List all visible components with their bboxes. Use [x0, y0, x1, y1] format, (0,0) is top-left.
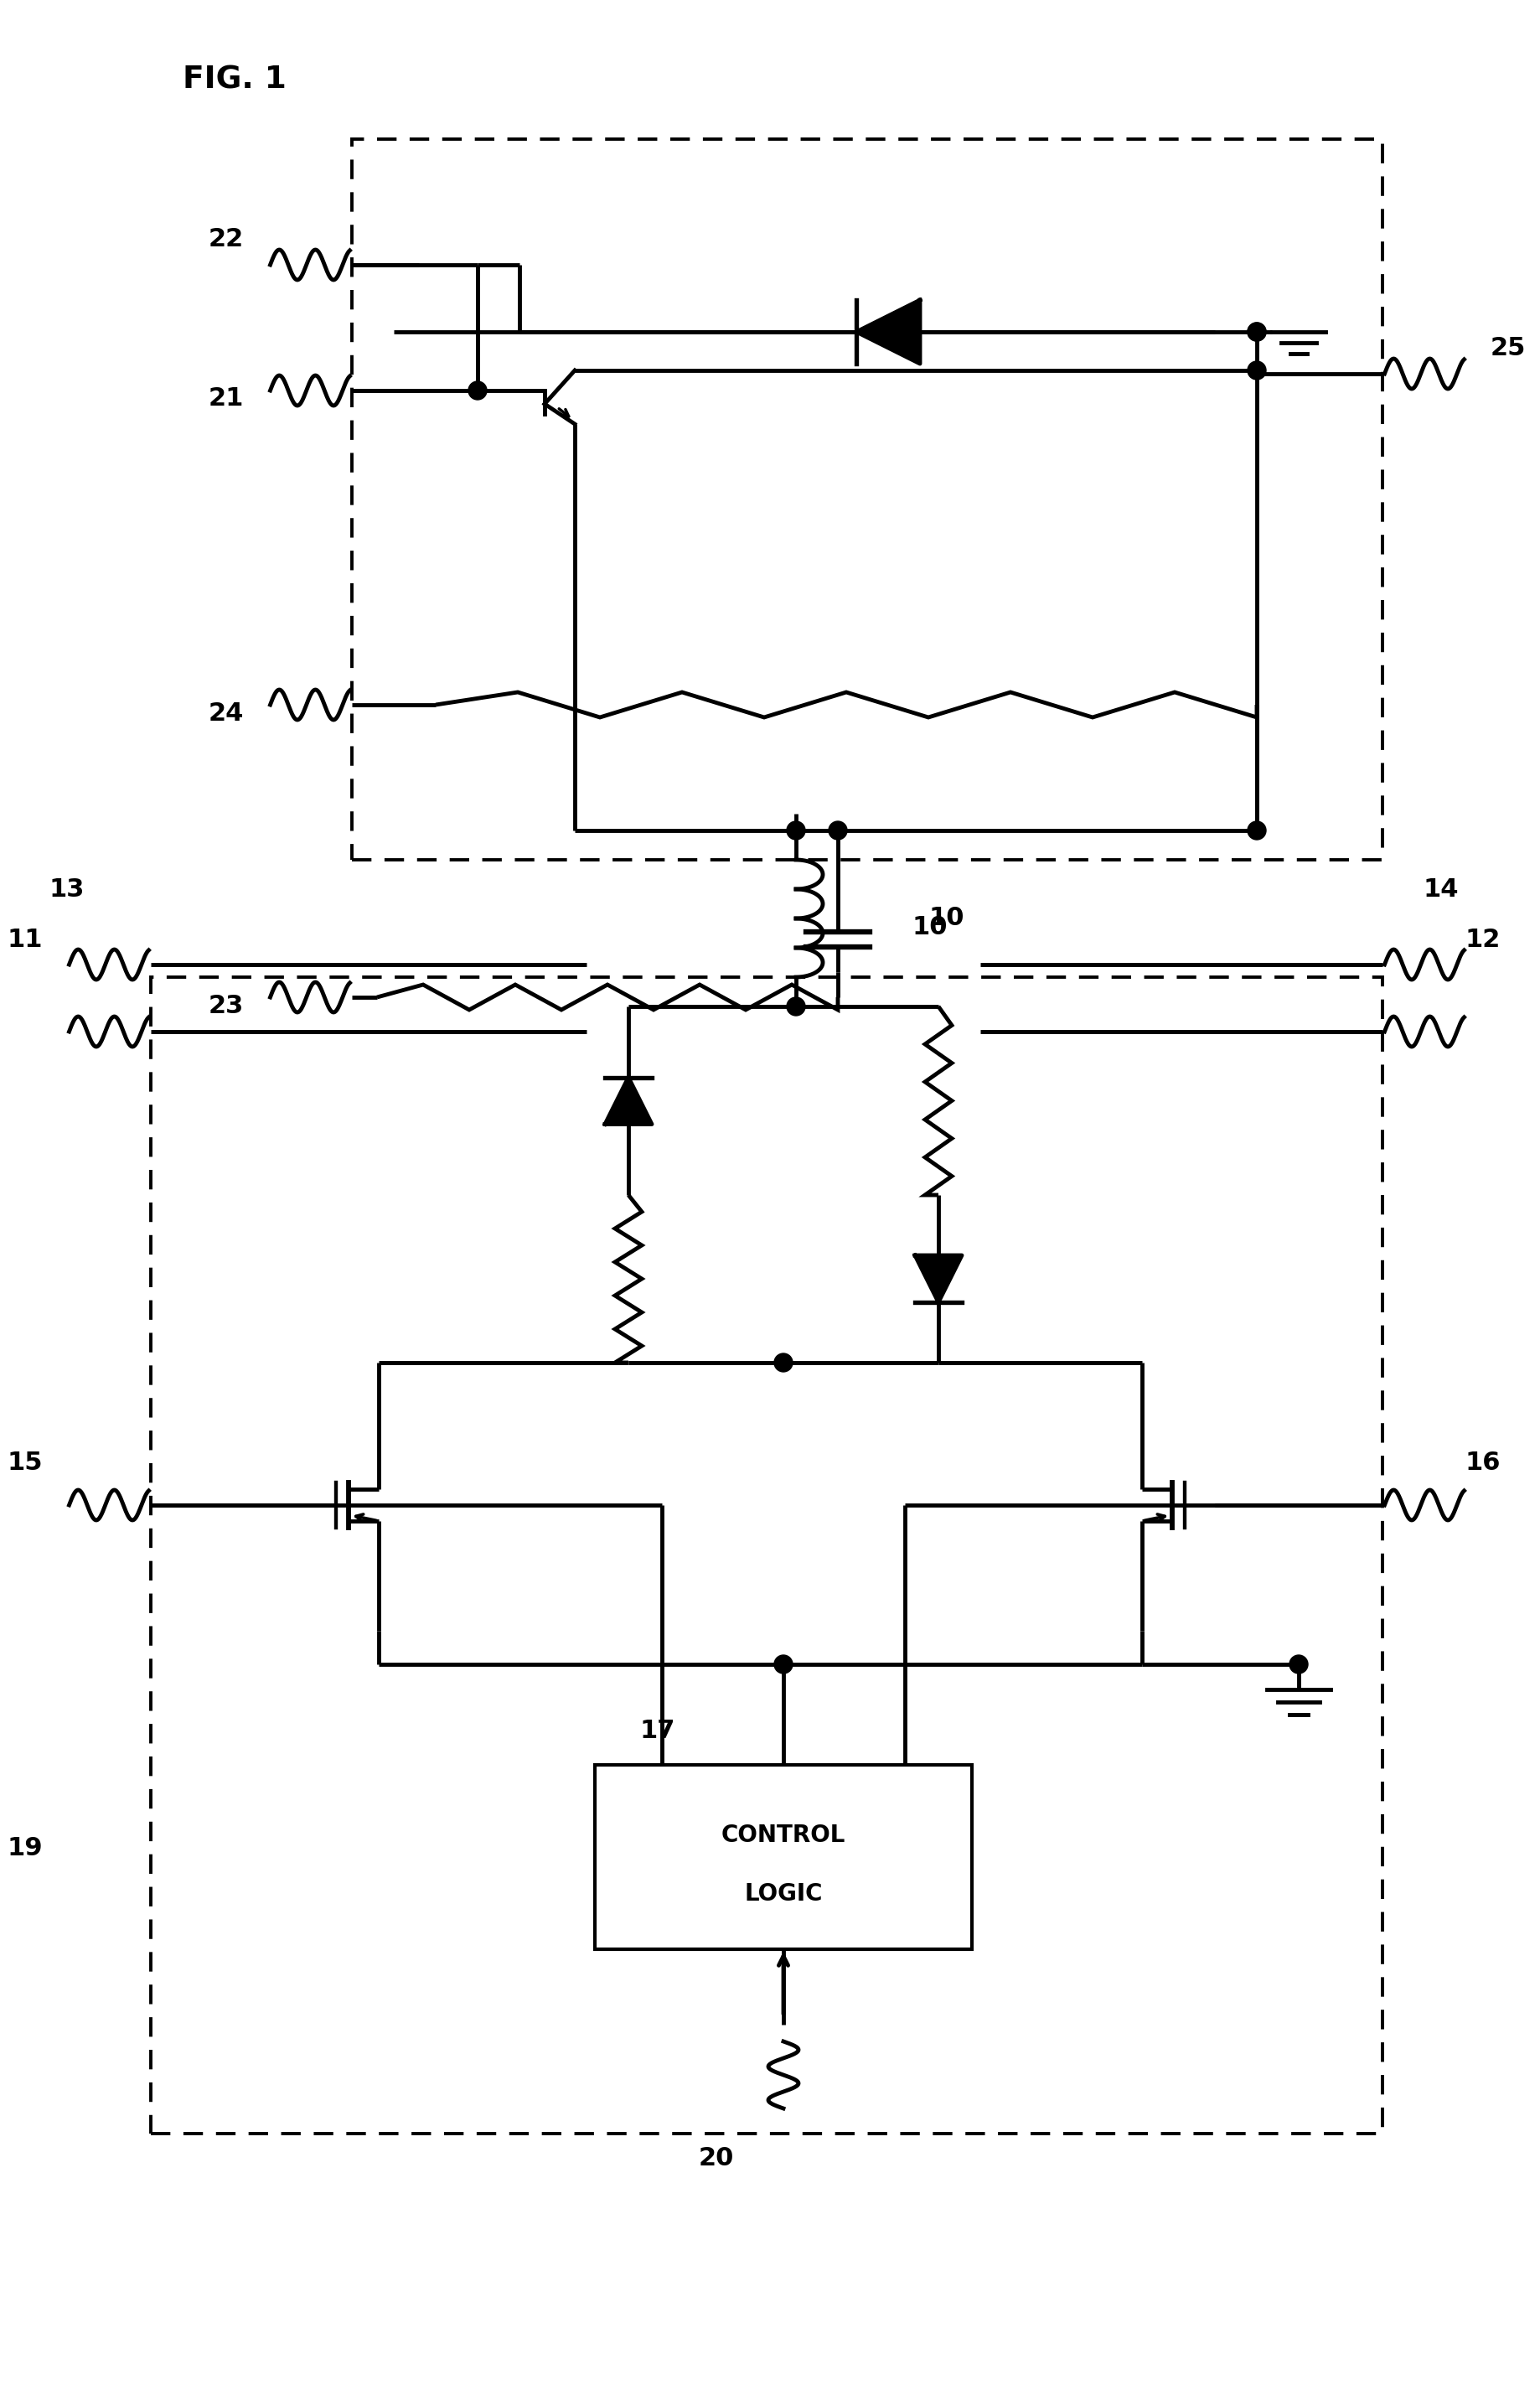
Bar: [151, 978, 1383, 2135]
Circle shape: [1247, 360, 1266, 379]
Text: 23: 23: [208, 995, 243, 1018]
Text: FIG. 1: FIG. 1: [183, 64, 286, 95]
Text: 12: 12: [1465, 928, 1502, 952]
Circle shape: [1247, 322, 1266, 341]
Text: 11: 11: [8, 928, 43, 952]
Text: CONTROL: CONTROL: [721, 1822, 845, 1846]
Text: 21: 21: [208, 386, 243, 410]
Bar: [594, 1765, 972, 1949]
Polygon shape: [605, 1078, 651, 1123]
Circle shape: [787, 997, 805, 1016]
Circle shape: [468, 382, 487, 401]
Text: 10: 10: [929, 906, 964, 930]
Text: LOGIC: LOGIC: [744, 1882, 822, 1906]
Text: 16: 16: [1465, 1450, 1502, 1476]
Polygon shape: [915, 1255, 962, 1302]
Text: 17: 17: [641, 1720, 676, 1743]
Circle shape: [775, 1655, 793, 1674]
Text: 13: 13: [49, 878, 85, 902]
Polygon shape: [856, 301, 919, 363]
Text: 24: 24: [208, 701, 243, 725]
Bar: [353, 138, 1383, 861]
Text: 10: 10: [912, 916, 947, 940]
Circle shape: [1247, 322, 1266, 341]
Circle shape: [1289, 1655, 1307, 1674]
Circle shape: [787, 820, 805, 840]
Text: 15: 15: [8, 1450, 43, 1476]
Text: 19: 19: [8, 1836, 43, 1860]
Circle shape: [1247, 820, 1266, 840]
Circle shape: [829, 820, 847, 840]
Text: 14: 14: [1423, 878, 1458, 902]
Text: 25: 25: [1491, 336, 1526, 360]
Text: 22: 22: [208, 227, 243, 253]
Circle shape: [775, 1352, 793, 1371]
Text: 20: 20: [699, 2146, 735, 2170]
